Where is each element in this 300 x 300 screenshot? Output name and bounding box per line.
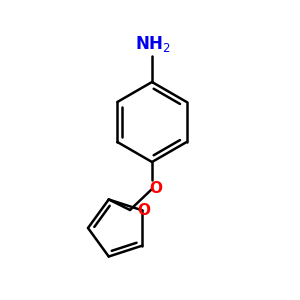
Text: O: O [149, 181, 163, 196]
Text: O: O [137, 203, 150, 218]
Text: NH$_2$: NH$_2$ [135, 34, 171, 54]
